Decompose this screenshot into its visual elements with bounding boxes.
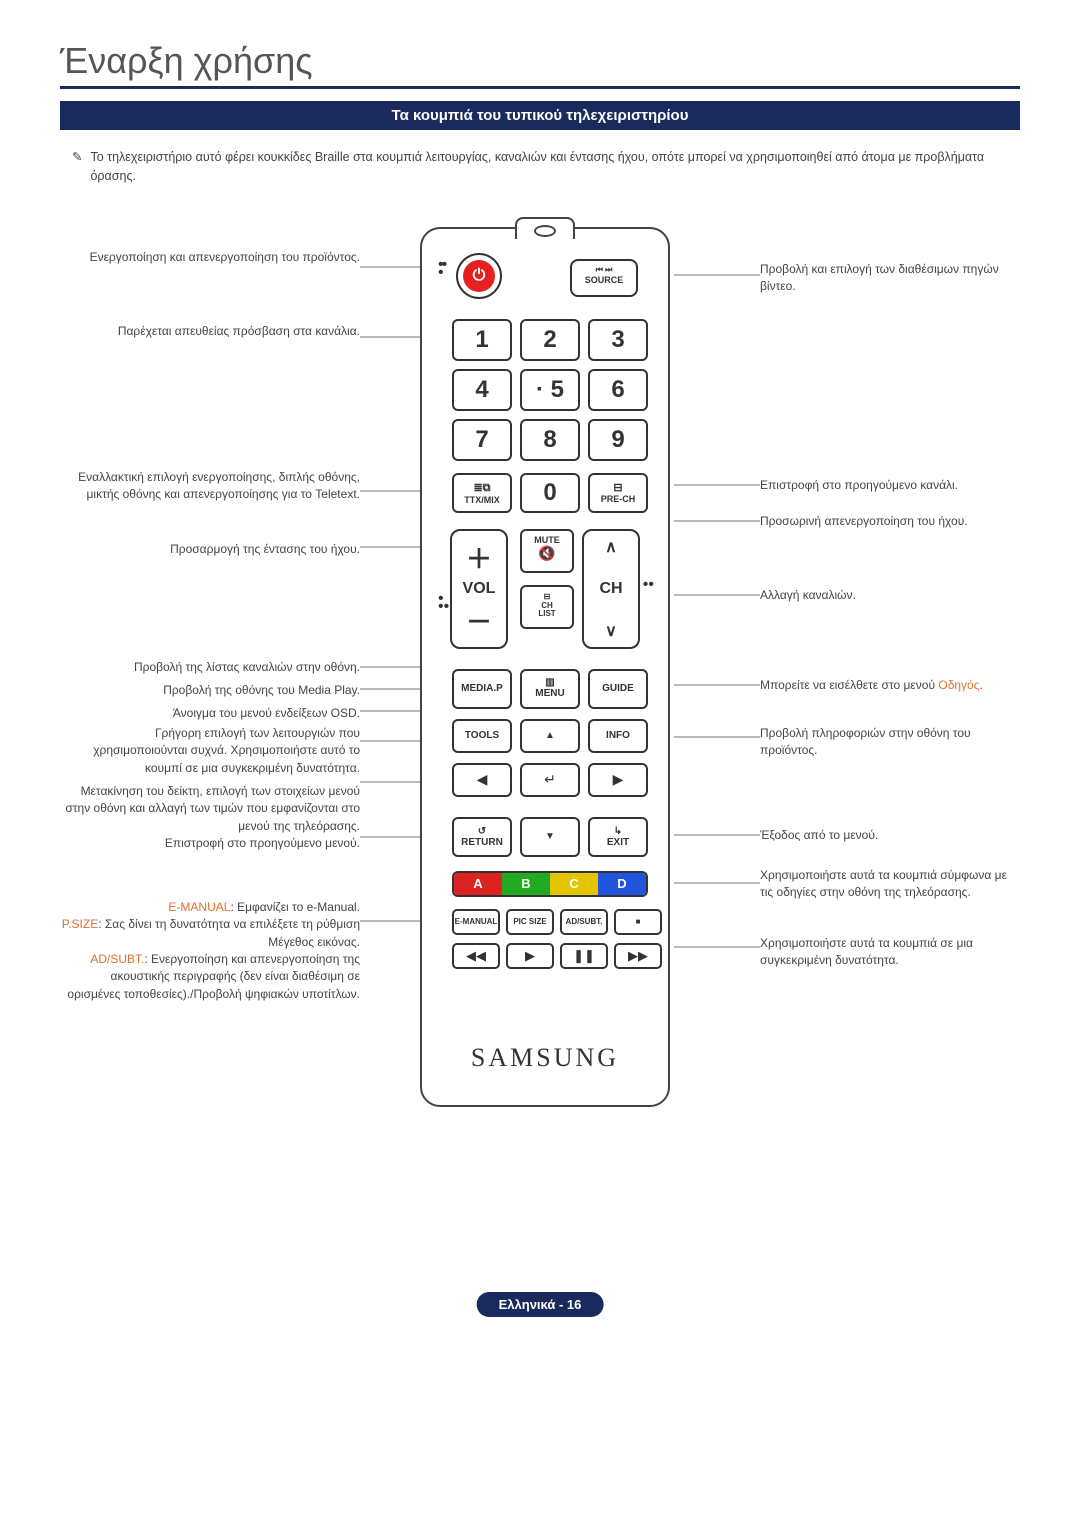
row-arrows: ◀ ↵ ▶ (452, 763, 648, 797)
callout-exit: Έξοδος από το μενού. (760, 827, 1020, 844)
callout-numbers: Παρέχεται απευθείας πρόσβαση στα κανάλια… (60, 323, 360, 340)
row-transport: ◀◀ ▶ ❚❚ ▶▶ (452, 943, 662, 969)
num-0[interactable]: 0 (520, 473, 580, 513)
num-6[interactable]: 6 (588, 369, 648, 411)
callout-source: Προβολή και επιλογή των διαθέσιμων πηγών… (760, 261, 1020, 296)
remote-diagram: Ενεργοποίηση και απενεργοποίηση του προϊ… (60, 227, 1020, 1307)
volume-rocker[interactable]: ＋ VOL － (450, 529, 508, 649)
remote-hanger (515, 217, 575, 239)
num-5[interactable]: · 5 (520, 369, 580, 411)
color-buttons: A B C D (452, 871, 648, 897)
mediap-button[interactable]: MEDIA.P (452, 669, 512, 709)
stop-button[interactable]: ■ (614, 909, 662, 935)
emanual-button[interactable]: E-MANUAL (452, 909, 500, 935)
color-c[interactable]: C (550, 873, 598, 895)
enter-button[interactable]: ↵ (520, 763, 580, 797)
exit-button[interactable]: ↳EXIT (588, 817, 648, 857)
num-2[interactable]: 2 (520, 319, 580, 361)
row-media: MEDIA.P ▥MENU GUIDE (452, 669, 648, 709)
braille-dots-vol: ••• (438, 595, 449, 611)
down-button[interactable]: ▼ (520, 817, 580, 857)
remote-body: ••• ⏻ ⏮ ⏭ SOURCE 1 2 3 4 · 5 6 7 8 9 ≣⧉T… (420, 227, 670, 1107)
callout-colors: Χρησιμοποιήστε αυτά τα κουμπιά σύμφωνα μ… (760, 867, 1020, 902)
callout-transport: Χρησιμοποιήστε αυτά τα κουμπιά σε μια συ… (760, 935, 1020, 970)
num-7[interactable]: 7 (452, 419, 512, 461)
color-b[interactable]: B (502, 873, 550, 895)
play-button[interactable]: ▶ (506, 943, 554, 969)
power-button[interactable]: ⏻ (456, 253, 502, 299)
rewind-button[interactable]: ◀◀ (452, 943, 500, 969)
picsize-button[interactable]: PIC SIZE (506, 909, 554, 935)
up-button[interactable]: ▲ (520, 719, 580, 753)
ffwd-button[interactable]: ▶▶ (614, 943, 662, 969)
callout-info: Προβολή πληροφοριών στην οθόνη του προϊό… (760, 725, 1020, 760)
left-button[interactable]: ◀ (452, 763, 512, 797)
braille-note: ✎ Το τηλεχειριστήριο αυτό φέρει κουκκίδε… (72, 148, 1008, 187)
color-d[interactable]: D (598, 873, 646, 895)
row-return: ↺RETURN ▼ ↳EXIT (452, 817, 648, 857)
chlist-button[interactable]: ⊟ CH LIST (520, 585, 574, 629)
num-1[interactable]: 1 (452, 319, 512, 361)
right-button[interactable]: ▶ (588, 763, 648, 797)
adsubt-button[interactable]: AD/SUBT. (560, 909, 608, 935)
note-icon: ✎ (72, 148, 82, 187)
callout-mediap: Προβολή της οθόνης του Media Play. (60, 682, 360, 699)
callout-emanual: E-MANUAL: Εμφανίζει το e-Manual. P.SIZE:… (60, 899, 360, 1003)
num-8[interactable]: 8 (520, 419, 580, 461)
row-tools: TOOLS ▲ INFO (452, 719, 648, 753)
note-text: Το τηλεχειριστήριο αυτό φέρει κουκκίδες … (90, 148, 1008, 187)
tools-button[interactable]: TOOLS (452, 719, 512, 753)
color-a[interactable]: A (454, 873, 502, 895)
callout-ch: Αλλαγή καναλιών. (760, 587, 1020, 604)
callout-volume: Προσαρμογή της έντασης του ήχου. (60, 541, 360, 558)
num-4[interactable]: 4 (452, 369, 512, 411)
braille-dots-top: ••• (438, 261, 445, 277)
mute-icon: 🔇 (522, 545, 572, 562)
return-button[interactable]: ↺RETURN (452, 817, 512, 857)
callout-mute: Προσωρινή απενεργοποίηση του ήχου. (760, 513, 1020, 530)
ttx-button[interactable]: ≣⧉TTX/MIX (452, 473, 512, 513)
callout-nav: Μετακίνηση του δείκτη, επιλογή των στοιχ… (60, 783, 360, 853)
row-emanual: E-MANUAL PIC SIZE AD/SUBT. ■ (452, 909, 662, 935)
callout-teletext: Εναλλακτική επιλογή ενεργοποίησης, διπλή… (60, 469, 360, 504)
page-title: Έναρξη χρήσης (60, 40, 1020, 89)
guide-button[interactable]: GUIDE (588, 669, 648, 709)
page-footer: Ελληνικά - 16 (477, 1292, 604, 1317)
num-3[interactable]: 3 (588, 319, 648, 361)
channel-rocker[interactable]: ∧ CH ∨ (582, 529, 640, 649)
mute-button[interactable]: MUTE 🔇 (520, 529, 574, 573)
section-heading: Τα κουμπιά του τυπικού τηλεχειριστηρίου (60, 101, 1020, 130)
callout-power: Ενεργοποίηση και απενεργοποίηση του προϊ… (60, 249, 360, 266)
num-9[interactable]: 9 (588, 419, 648, 461)
callout-osd: Άνοιγμα του μενού ενδείξεων OSD. (60, 705, 360, 722)
braille-dots-ch: •• (643, 581, 654, 589)
callout-prech: Επιστροφή στο προηγούμενο κανάλι. (760, 477, 1020, 494)
brand-logo: SAMSUNG (422, 1043, 668, 1073)
power-icon: ⏻ (473, 267, 486, 285)
row-ttx: ≣⧉TTX/MIX 0 ⊟PRE-CH (452, 473, 648, 513)
number-grid: 1 2 3 4 · 5 6 7 8 9 (452, 319, 648, 461)
prech-button[interactable]: ⊟PRE-CH (588, 473, 648, 513)
pause-button[interactable]: ❚❚ (560, 943, 608, 969)
callout-chlist: Προβολή της λίστας καναλιών στην οθόνη. (60, 659, 360, 676)
source-button[interactable]: ⏮ ⏭ SOURCE (570, 259, 638, 297)
menu-button[interactable]: ▥MENU (520, 669, 580, 709)
callout-tools: Γρήγορη επιλογή των λειτουργιών που χρησ… (60, 725, 360, 777)
callout-guide: Μπορείτε να εισέλθετε στο μενού Οδηγός. (760, 677, 1020, 694)
info-button[interactable]: INFO (588, 719, 648, 753)
